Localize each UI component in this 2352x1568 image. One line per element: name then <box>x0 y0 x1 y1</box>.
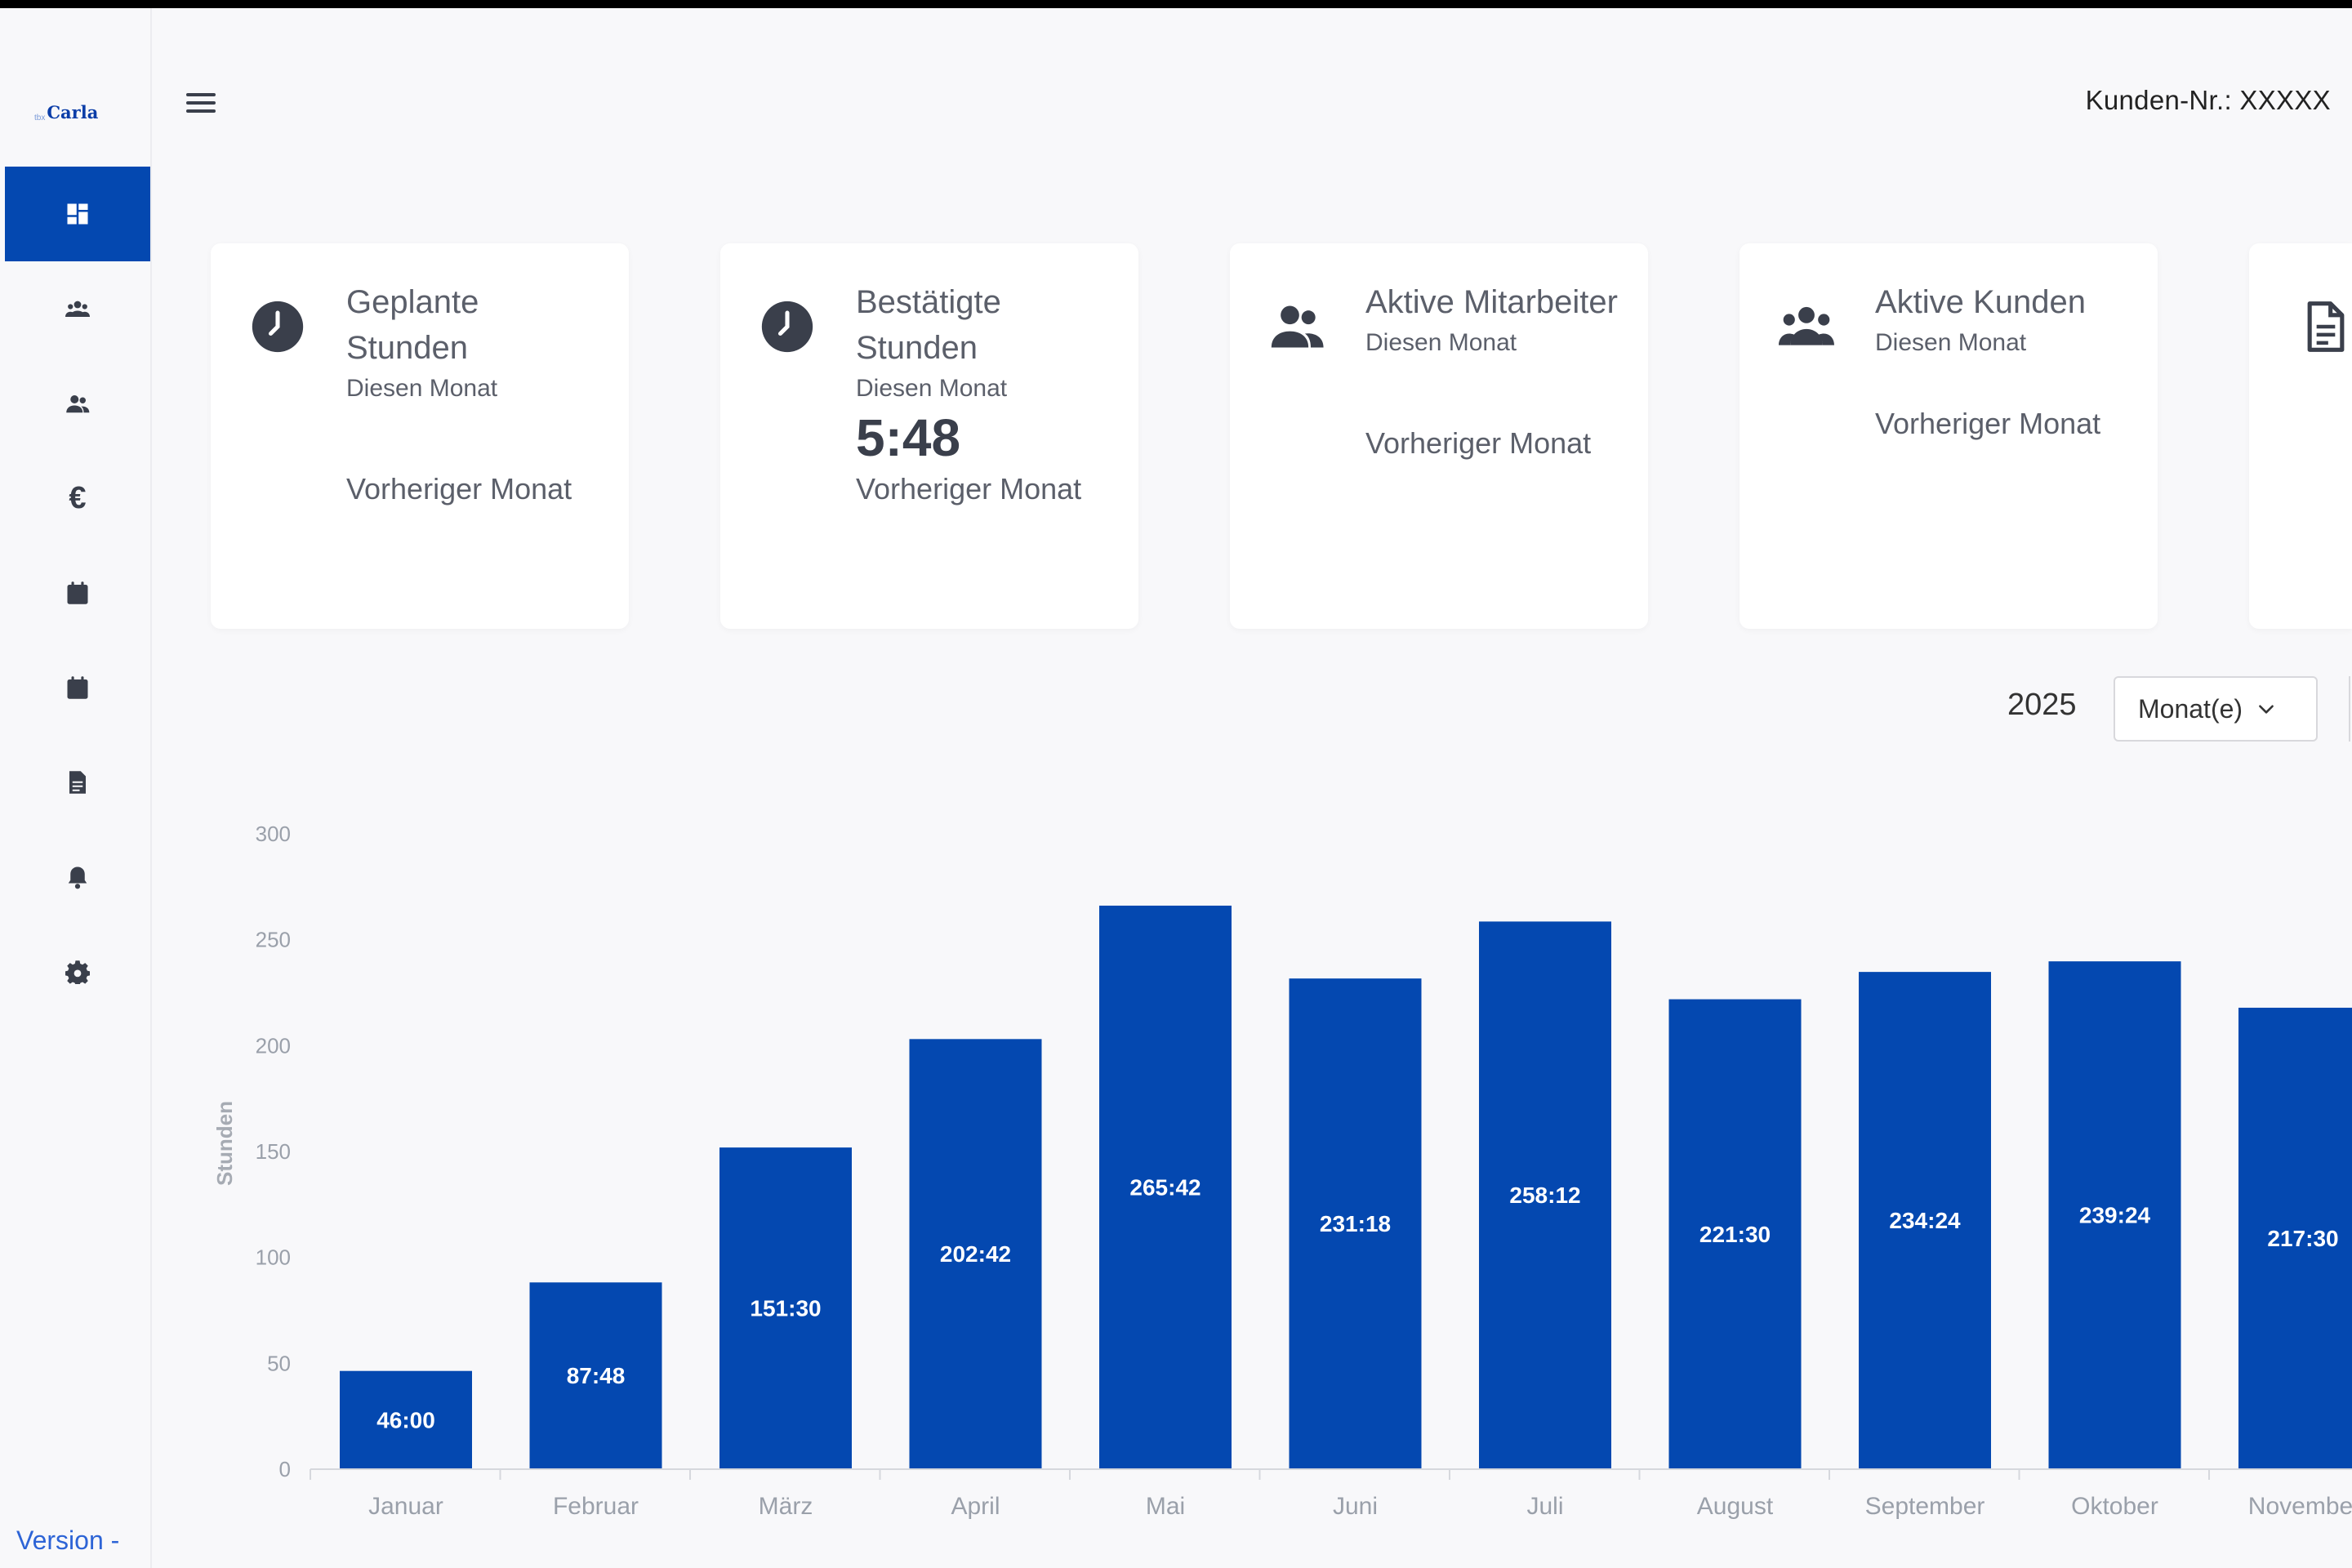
bar-data-label: 151:30 <box>750 1296 821 1321</box>
x-tick-label: April <box>951 1493 1000 1520</box>
bar-data-label: 202:42 <box>940 1241 1011 1267</box>
y-tick-label: 50 <box>267 1351 291 1375</box>
bar <box>1668 999 1802 1468</box>
card-previous-label: Vorheriger Monat <box>1875 407 2101 440</box>
x-tick-label: November <box>2248 1493 2352 1520</box>
sidebar-item-billing[interactable]: € <box>5 451 150 546</box>
window-top-bar <box>0 0 2352 8</box>
sidebar-item-settings[interactable] <box>5 924 150 1019</box>
x-tick-label: September <box>1865 1493 1985 1520</box>
x-tick-label: Februar <box>553 1493 639 1520</box>
sidebar-item-notifications[interactable] <box>5 830 150 924</box>
app-logo[interactable]: tbx Carla <box>34 90 98 122</box>
y-axis-title: Stunden <box>212 1101 237 1186</box>
bar-data-label: 234:24 <box>1889 1208 1961 1233</box>
customer-number: Kunden-Nr.: XXXXX <box>2085 85 2331 115</box>
stat-card-planned-hours: Geplante Stunden Diesen Monat Vorheriger… <box>211 243 629 629</box>
users-icon <box>1271 305 1324 348</box>
employees-icon <box>66 395 90 413</box>
card-subtitle: Diesen Monat <box>1875 329 2027 356</box>
bar <box>529 1282 662 1468</box>
clock-icon <box>252 301 304 353</box>
bar <box>909 1039 1042 1468</box>
card-subtitle: Diesen Monat <box>856 375 1008 402</box>
customers-icon <box>65 301 90 317</box>
x-tick-label: März <box>759 1493 813 1520</box>
card-value <box>346 407 608 469</box>
gear-icon <box>65 960 90 984</box>
bar-data-label: 87:48 <box>567 1363 626 1388</box>
bar <box>2238 1007 2352 1468</box>
chevron-down-icon <box>2259 705 2274 714</box>
card-title: Aktive Kunden <box>1875 284 2086 320</box>
stat-card-active-employees: Aktive Mitarbeiter Diesen Monat Vorherig… <box>1230 243 1648 629</box>
card-value <box>1875 361 2136 403</box>
bar-data-label: 221:30 <box>1699 1222 1771 1247</box>
version-label: Version - <box>16 1526 120 1555</box>
logo-name: Carla <box>47 102 99 122</box>
sidebar-item-calendar[interactable] <box>5 546 150 640</box>
group-icon <box>1779 306 1834 345</box>
card-title: Bestätigte Stunden <box>856 284 1001 366</box>
clock-icon <box>761 301 813 353</box>
card-value <box>1365 361 1627 423</box>
sidebar-item-employees[interactable] <box>5 356 150 451</box>
sidebar-item-dashboard[interactable] <box>5 167 150 261</box>
period-select-value: Monat(e) <box>2138 693 2243 724</box>
card-title: Geplante Stunden <box>346 284 479 366</box>
y-tick-label: 300 <box>256 822 291 846</box>
stat-card-confirmed-hours: Bestätigte Stunden Diesen Monat 5:48 Vor… <box>720 243 1138 629</box>
y-tick-label: 200 <box>256 1033 291 1058</box>
bar-data-label: 46:00 <box>376 1407 435 1432</box>
document-icon <box>69 771 86 794</box>
logo-prefix: tbx <box>34 114 46 122</box>
y-tick-label: 250 <box>256 928 291 952</box>
x-tick-label: Januar <box>368 1493 443 1520</box>
bar <box>340 1370 472 1468</box>
euro-icon: € <box>69 481 87 515</box>
y-tick-label: 100 <box>256 1245 291 1270</box>
x-tick-label: Juni <box>1333 1493 1378 1520</box>
y-tick-label: 150 <box>256 1139 291 1164</box>
bar <box>1289 978 1422 1468</box>
sidebar-item-customers[interactable] <box>5 261 150 356</box>
period-select[interactable]: Monat(e) <box>2114 676 2318 742</box>
stat-card-active-customers: Aktive Kunden Diesen Monat Vorheriger Mo… <box>1740 243 2158 629</box>
sidebar-item-documents[interactable] <box>5 735 150 830</box>
sidebar-item-schedule[interactable] <box>5 640 150 735</box>
x-tick-label: Juli <box>1526 1493 1563 1520</box>
bar <box>2048 961 2181 1468</box>
card-previous-label: Vorheriger Monat <box>346 472 572 506</box>
bell-icon <box>68 866 87 889</box>
y-tick-label: 0 <box>279 1457 291 1481</box>
card-previous-label: Vorheriger Monat <box>856 472 1082 506</box>
stat-card-documents <box>2249 243 2352 629</box>
sidebar: tbx Carla € Version - <box>5 8 152 1568</box>
dashboard-icon <box>67 203 88 225</box>
bar-data-label: 239:24 <box>2079 1203 2151 1228</box>
x-tick-label: August <box>1697 1493 1774 1520</box>
card-subtitle: Diesen Monat <box>1365 329 1517 356</box>
bar-data-label: 265:42 <box>1129 1174 1200 1200</box>
bar <box>1099 905 1232 1468</box>
document-outline-icon <box>2307 301 2345 352</box>
bar-data-label: 258:12 <box>1509 1183 1580 1208</box>
menu-toggle-icon[interactable] <box>186 88 216 118</box>
bar-data-label: 231:18 <box>1320 1211 1391 1236</box>
x-tick-label: Oktober <box>2071 1493 2158 1520</box>
card-value: 5:48 <box>856 408 961 467</box>
secondary-select-edge[interactable] <box>2349 676 2352 742</box>
calendar-icon <box>67 581 88 604</box>
bar <box>1859 972 1991 1468</box>
bar-data-label: 217:30 <box>2267 1226 2338 1251</box>
bar <box>719 1147 852 1468</box>
card-subtitle: Diesen Monat <box>346 375 498 402</box>
year-label[interactable]: 2025 <box>2007 688 2077 722</box>
calendar-alt-icon <box>67 676 88 699</box>
x-tick-label: Mai <box>1146 1493 1185 1520</box>
card-title: Aktive Mitarbeiter <box>1365 284 1618 320</box>
bar <box>1479 921 1611 1468</box>
card-previous-label: Vorheriger Monat <box>1365 426 1592 460</box>
